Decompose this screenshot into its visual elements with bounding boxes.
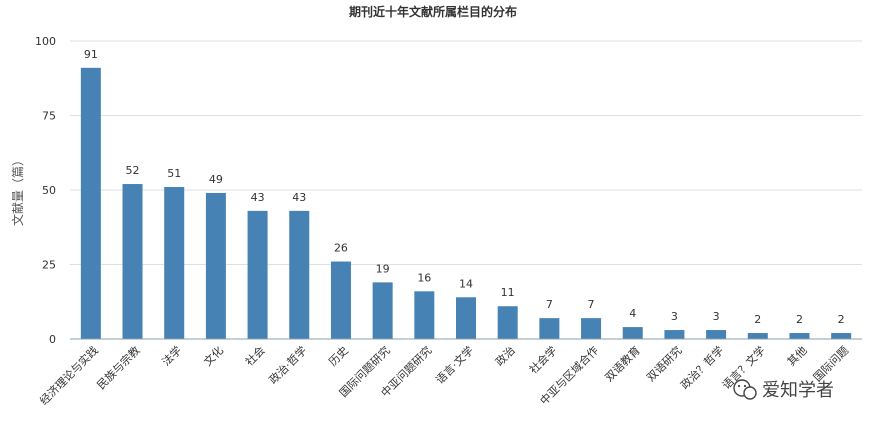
x-tick-label-10: 政治 xyxy=(492,343,517,368)
x-tick-label-13: 双语教育 xyxy=(602,343,643,384)
x-tick-label-15: 政治？哲学 xyxy=(677,343,726,392)
chart-title: 期刊近十年文献所属栏目的分布 xyxy=(349,4,517,19)
x-tick-label-14: 双语研究 xyxy=(644,343,685,384)
bar-11 xyxy=(539,318,560,339)
data-label-4: 43 xyxy=(251,191,265,204)
bar-3 xyxy=(205,192,226,339)
x-tick-label-11: 社会学 xyxy=(526,343,559,376)
bar-0 xyxy=(80,67,101,339)
y-tick-label-3: 75 xyxy=(42,110,56,123)
data-label-11: 7 xyxy=(546,298,553,311)
bars xyxy=(80,67,852,339)
x-tick-label-9: 语言·文学 xyxy=(433,343,476,386)
data-label-3: 49 xyxy=(209,173,223,186)
data-label-6: 26 xyxy=(334,242,348,255)
x-tick-label-17: 其他 xyxy=(785,344,810,369)
data-label-7: 19 xyxy=(376,262,390,275)
bar-12 xyxy=(581,318,602,339)
data-label-8: 16 xyxy=(417,271,431,284)
watermark: 爱知学者 xyxy=(733,379,834,401)
y-axis-label: 文献量（篇） xyxy=(10,154,25,226)
bar-15 xyxy=(706,330,727,339)
data-label-0: 91 xyxy=(84,48,98,61)
grid-lines xyxy=(70,40,862,265)
data-label-16: 2 xyxy=(754,313,761,326)
data-label-14: 3 xyxy=(671,310,678,323)
y-tick-label-4: 100 xyxy=(35,35,56,48)
bar-10 xyxy=(497,306,518,339)
bar-7 xyxy=(372,282,393,339)
bar-6 xyxy=(330,261,351,339)
data-label-10: 11 xyxy=(501,286,515,299)
x-tick-label-4: 社会 xyxy=(242,343,267,368)
bar-8 xyxy=(414,291,435,339)
data-label-15: 3 xyxy=(713,310,720,323)
x-tick-label-1: 民族与宗教 xyxy=(94,343,143,392)
bar-1 xyxy=(122,184,143,339)
x-tick-label-3: 文化 xyxy=(201,343,226,368)
data-label-5: 43 xyxy=(292,191,306,204)
x-tick-label-6: 历史 xyxy=(326,344,351,369)
y-tick-label-0: 0 xyxy=(49,333,56,346)
data-label-18: 2 xyxy=(838,313,845,326)
x-tick-label-2: 法学 xyxy=(159,343,184,368)
data-label-17: 2 xyxy=(796,313,803,326)
bar-13 xyxy=(622,327,643,339)
data-label-9: 14 xyxy=(459,277,473,290)
x-tick-label-18: 国际问题 xyxy=(811,344,851,384)
y-axis-ticks: 0 25 50 75 100 xyxy=(35,35,56,346)
bar-17 xyxy=(789,333,810,339)
y-tick-label-2: 50 xyxy=(42,184,56,197)
x-tick-label-0: 经济理论与实践 xyxy=(37,343,101,407)
bar-5 xyxy=(289,210,310,339)
watermark-text: 爱知学者 xyxy=(762,380,834,401)
bar-16 xyxy=(747,333,768,339)
bar-4 xyxy=(247,210,268,339)
wechat-icon xyxy=(733,379,757,400)
data-label-2: 51 xyxy=(167,167,181,180)
data-label-13: 4 xyxy=(629,307,636,320)
bar-14 xyxy=(664,330,685,339)
bar-18 xyxy=(831,333,852,339)
bar-9 xyxy=(456,297,476,339)
x-tick-label-5: 政治·哲学 xyxy=(266,343,309,386)
data-label-12: 7 xyxy=(588,298,595,311)
bar-2 xyxy=(164,187,185,339)
y-tick-label-1: 25 xyxy=(42,259,56,272)
data-label-1: 52 xyxy=(126,164,140,177)
